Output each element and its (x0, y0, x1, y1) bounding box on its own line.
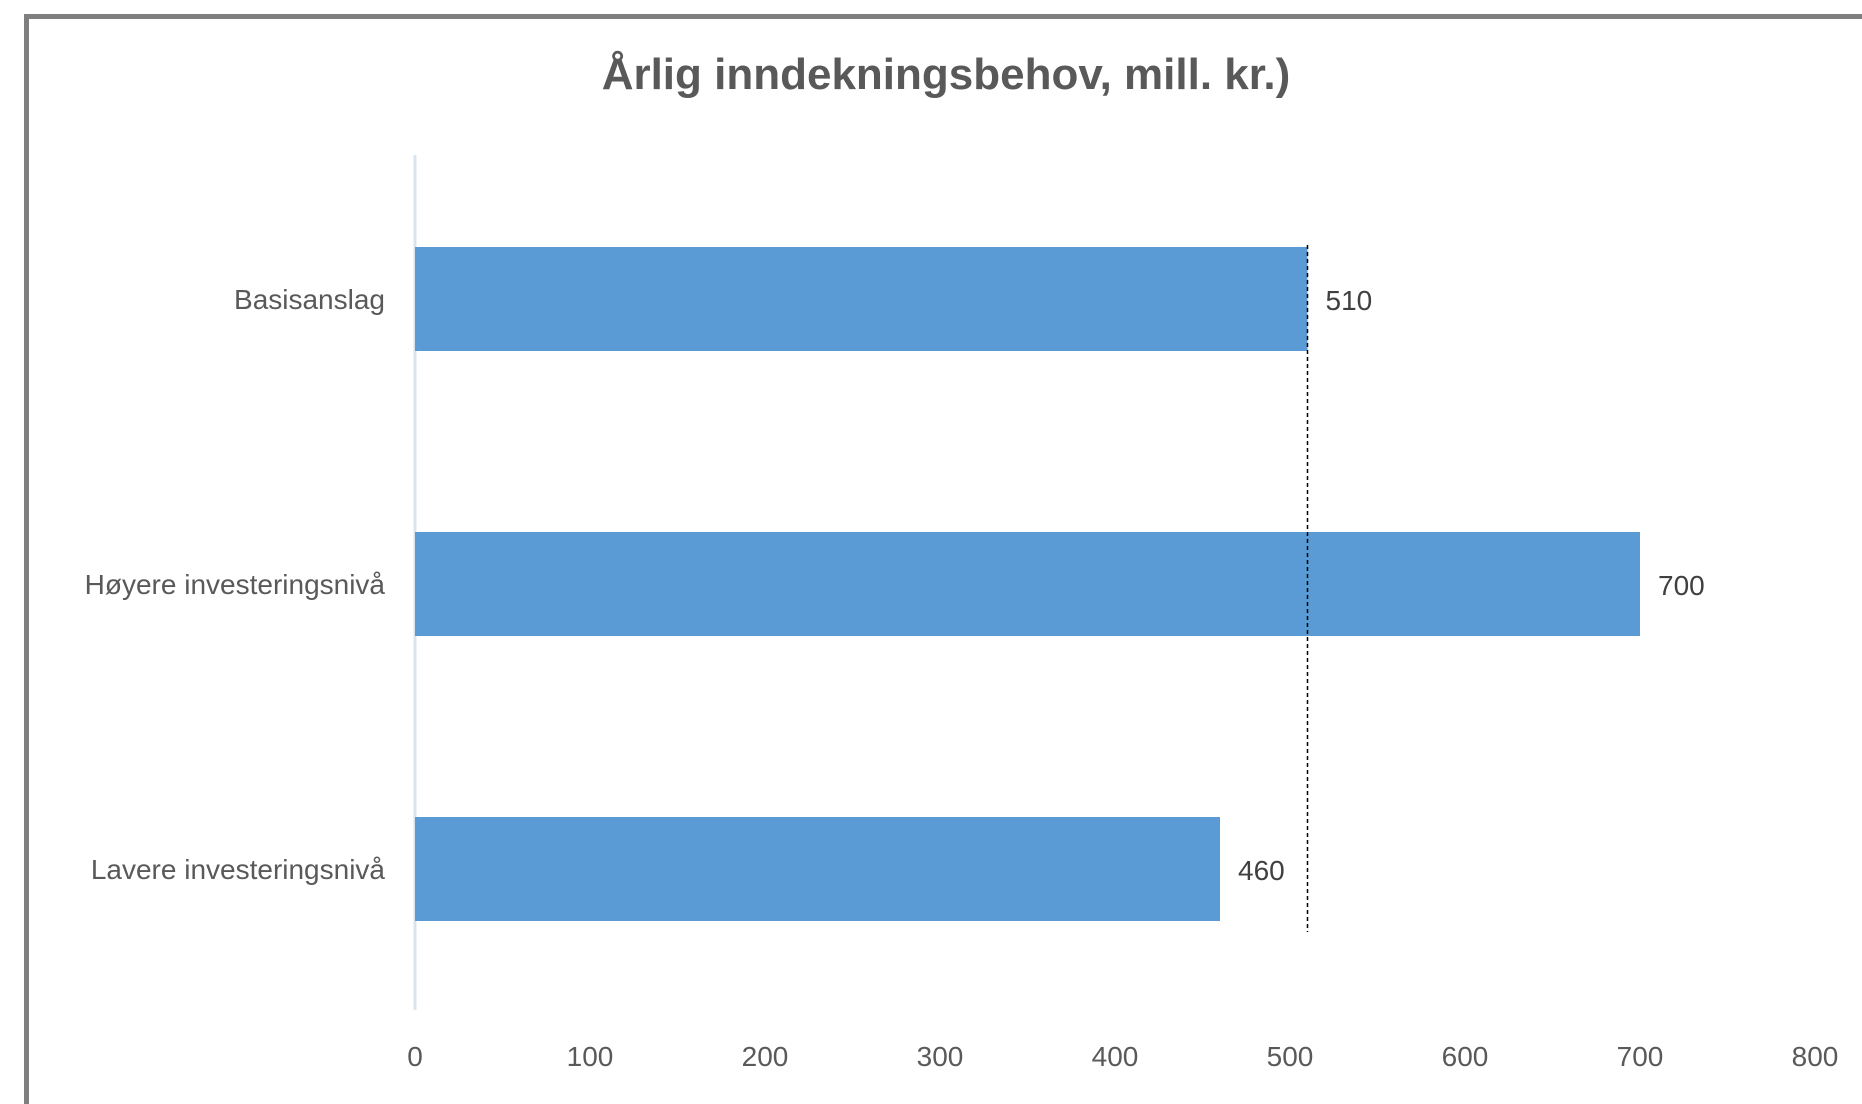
x-tick-label-3: 300 (917, 1041, 964, 1072)
data-label-1: 700 (1658, 570, 1705, 601)
x-tick-label-0: 0 (407, 1041, 423, 1072)
chart-title: Årlig inndekningsbehov, mill. kr.) (601, 50, 1291, 99)
x-tick-label-8: 800 (1792, 1041, 1839, 1072)
bar-2 (415, 817, 1220, 921)
category-label-2: Lavere investeringsnivå (91, 854, 386, 885)
data-label-2: 460 (1238, 855, 1285, 886)
plot-area: Basisanslag 510 Høyere investeringsnivå 700… (85, 155, 1839, 1072)
x-tick-label-7: 700 (1617, 1041, 1664, 1072)
x-tick-label-6: 600 (1442, 1041, 1489, 1072)
x-tick-label-2: 200 (742, 1041, 789, 1072)
x-tick-label-4: 400 (1092, 1041, 1139, 1072)
bar-1 (415, 532, 1640, 636)
category-label-0: Basisanslag (234, 284, 385, 315)
x-tick-label-5: 500 (1267, 1041, 1314, 1072)
bar-0 (415, 247, 1308, 351)
x-tick-label-1: 100 (567, 1041, 614, 1072)
data-label-0: 510 (1326, 285, 1373, 316)
category-label-1: Høyere investeringsnivå (85, 569, 386, 600)
